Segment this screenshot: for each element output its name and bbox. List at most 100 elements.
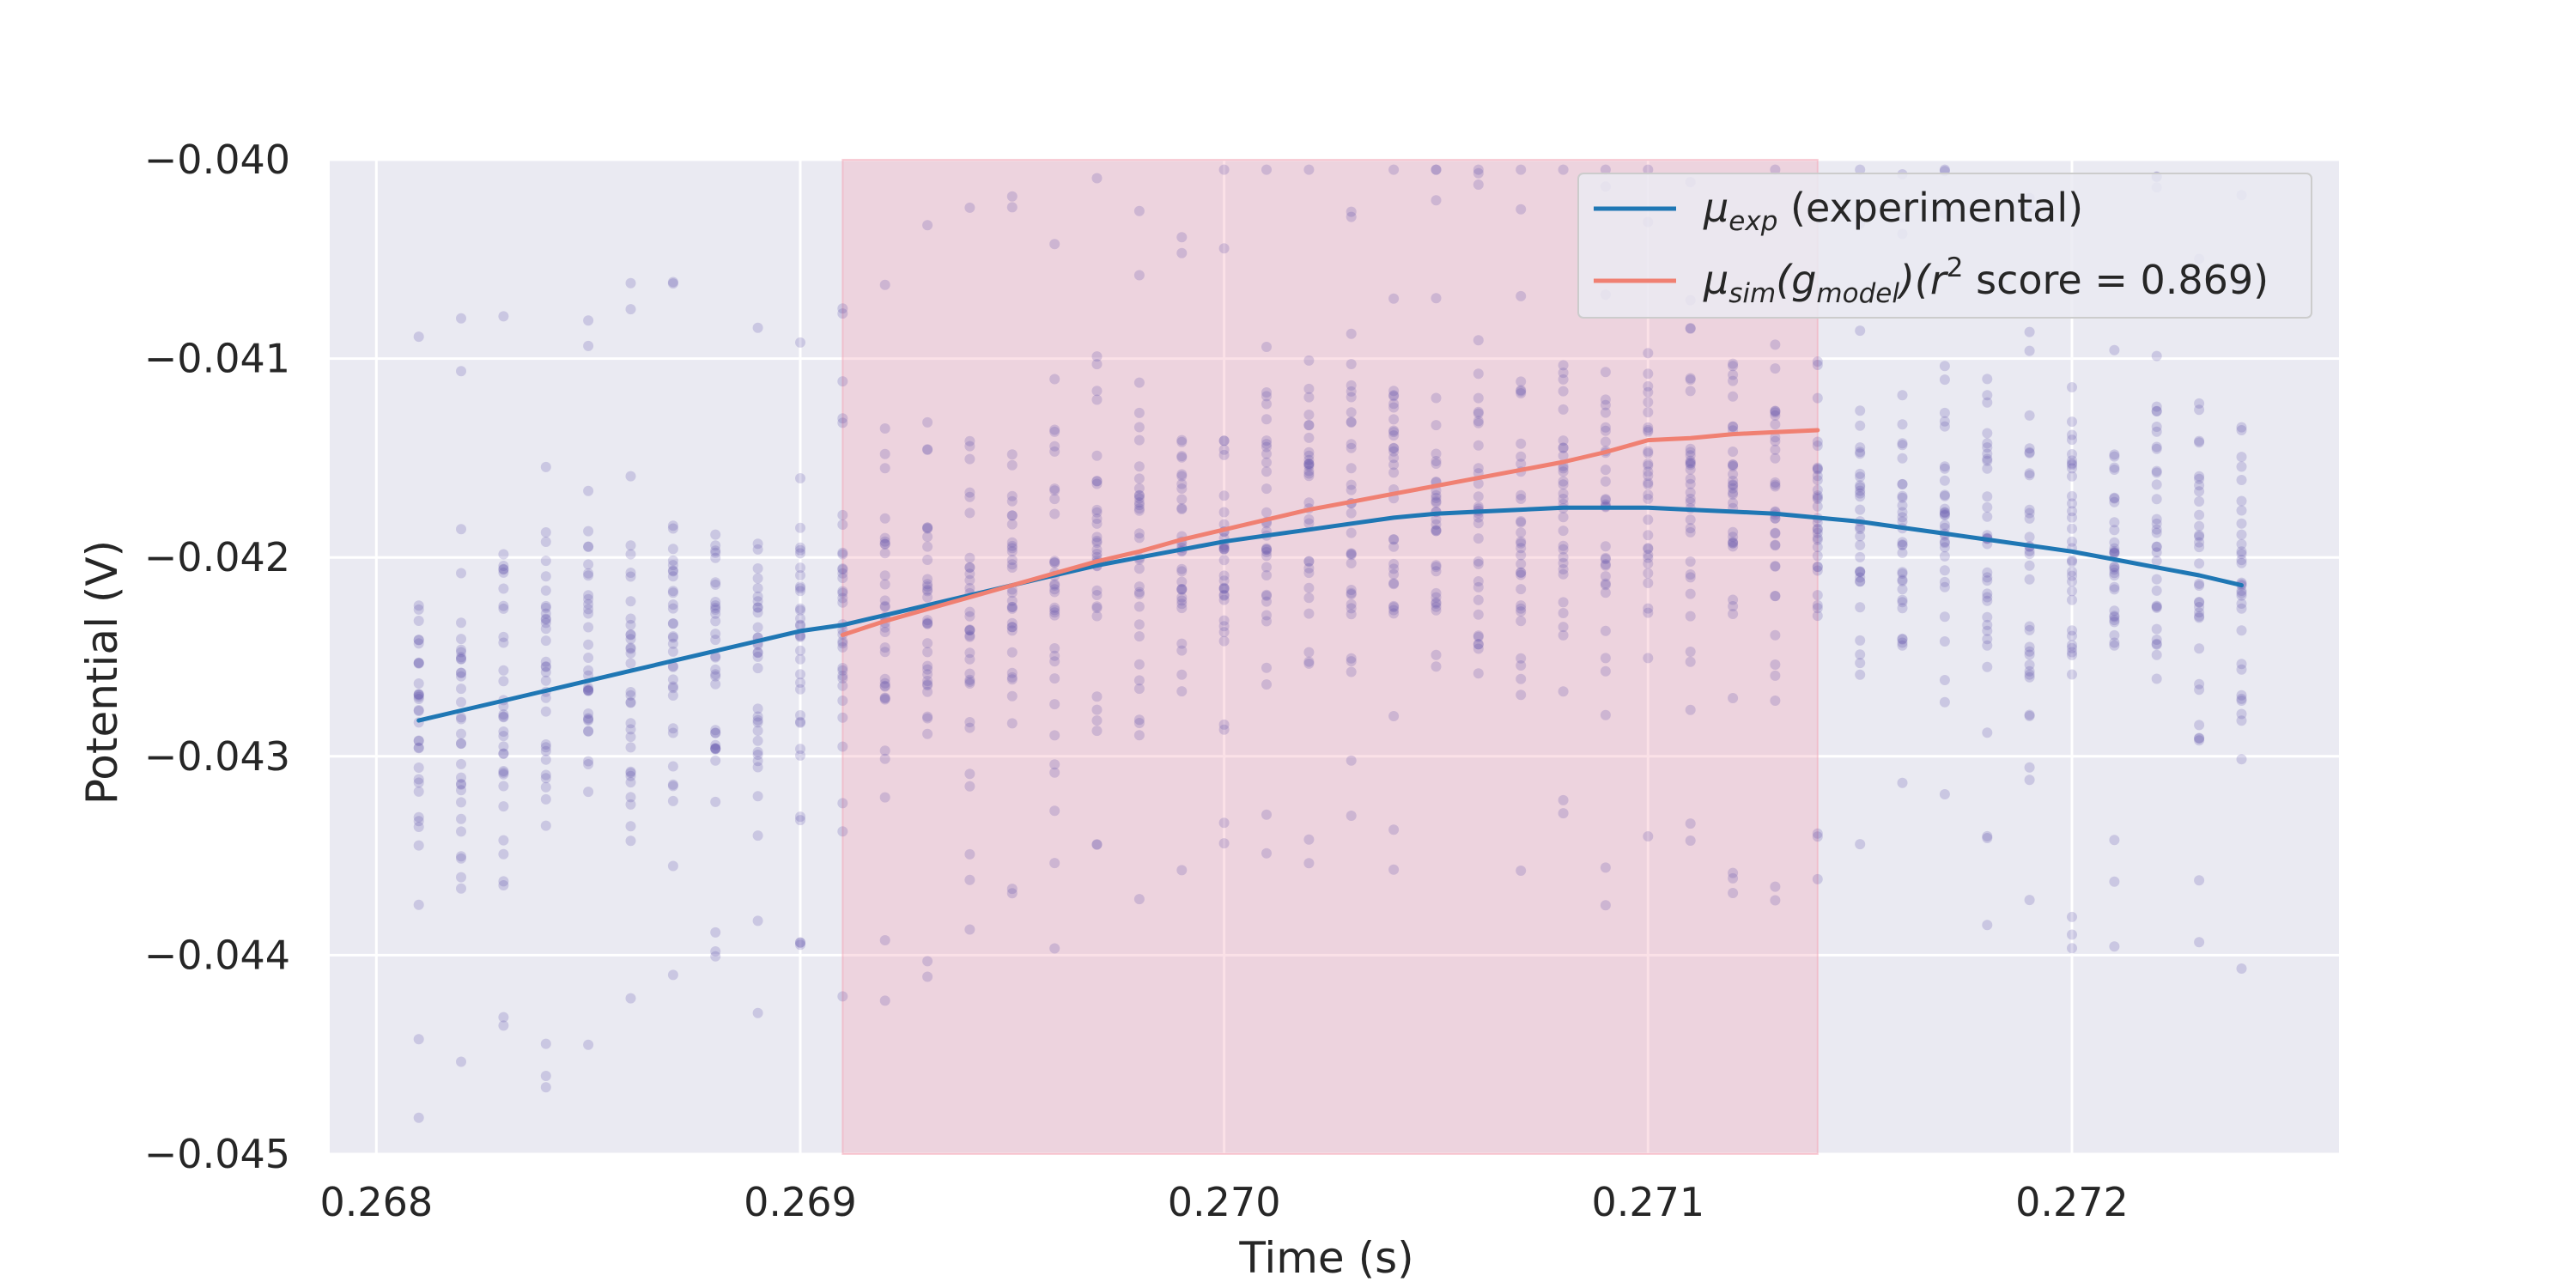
scatter-point: [1091, 359, 1103, 370]
scatter-point: [1812, 534, 1823, 545]
scatter-point: [1982, 661, 1993, 672]
scatter-point: [1473, 440, 1484, 451]
scatter-point: [1685, 386, 1696, 397]
scatter-point: [795, 473, 805, 483]
scatter-point: [667, 781, 678, 792]
scatter-point: [964, 924, 975, 935]
scatter-point: [964, 568, 975, 580]
scatter-point: [1516, 164, 1527, 175]
scatter-point: [1431, 420, 1442, 431]
scatter-point: [1558, 686, 1569, 697]
scatter-point: [1091, 544, 1103, 556]
scatter-point: [2236, 715, 2247, 726]
scatter-point: [1303, 447, 1315, 458]
scatter-point: [498, 603, 509, 614]
scatter-point: [2024, 646, 2035, 657]
scatter-point: [583, 604, 594, 615]
scatter-point: [837, 563, 848, 574]
scatter-point: [1685, 373, 1696, 384]
scatter-point: [1685, 611, 1696, 622]
scatter-point: [1770, 477, 1781, 488]
scatter-point: [1049, 580, 1060, 591]
scatter-point: [2109, 548, 2120, 559]
scatter-point: [752, 1007, 763, 1018]
scatter-point: [837, 798, 848, 809]
scatter-point: [837, 673, 848, 683]
scatter-point: [1346, 587, 1357, 598]
scatter-point: [456, 653, 466, 665]
scatter-point: [1770, 432, 1781, 443]
scatter-point: [2024, 410, 2035, 421]
scatter-point: [1388, 568, 1400, 580]
scatter-point: [1006, 459, 1018, 471]
scatter-point: [456, 738, 466, 749]
scatter-point: [1303, 420, 1315, 430]
scatter-point: [1176, 595, 1188, 606]
scatter-point: [583, 759, 594, 769]
scatter-point: [456, 714, 466, 725]
scatter-point: [1261, 391, 1272, 402]
scatter-point: [625, 634, 636, 645]
scatter-point: [667, 631, 678, 642]
scatter-point: [1558, 540, 1569, 551]
scatter-point: [540, 656, 551, 667]
scatter-point: [1558, 512, 1569, 523]
scatter-point: [1643, 459, 1654, 469]
scatter-point: [1176, 566, 1188, 577]
scatter-point: [922, 532, 933, 543]
scatter-point: [1558, 164, 1569, 175]
scatter-point: [413, 811, 424, 823]
scatter-point: [879, 532, 890, 544]
scatter-point: [1346, 585, 1357, 595]
scatter-point: [1346, 417, 1357, 428]
scatter-point: [413, 1112, 424, 1123]
scatter-point: [1473, 594, 1484, 605]
scatter-point: [1643, 603, 1654, 614]
scatter-point: [922, 664, 933, 675]
scatter-point: [456, 758, 466, 769]
scatter-point: [1812, 492, 1823, 503]
scatter-point: [1812, 562, 1823, 573]
scatter-point: [1303, 420, 1315, 431]
scatter-point: [1855, 471, 1866, 483]
scatter-point: [1516, 616, 1527, 627]
scatter-point: [1473, 609, 1484, 620]
scatter-point: [1261, 342, 1272, 352]
scatter-point: [710, 579, 721, 590]
scatter-point: [540, 613, 551, 624]
scatter-point: [1049, 556, 1060, 567]
scatter-point: [2067, 512, 2077, 523]
scatter-point: [2194, 520, 2205, 532]
scatter-point: [540, 608, 551, 619]
scatter-point: [2024, 326, 2035, 337]
scatter-point: [2109, 561, 2120, 572]
scatter-point: [1176, 603, 1188, 614]
scatter-point: [710, 600, 721, 611]
scatter-point: [1643, 407, 1654, 418]
scatter-point: [1516, 600, 1527, 611]
scatter-point: [1516, 558, 1527, 569]
scatter-point: [1049, 650, 1060, 661]
scatter-point: [1346, 211, 1357, 222]
scatter-point: [1643, 552, 1654, 563]
scatter-point: [2236, 625, 2247, 636]
scatter-point: [1388, 579, 1400, 590]
scatter-point: [1346, 527, 1357, 538]
scatter-point: [1982, 374, 1993, 385]
scatter-point: [1388, 541, 1400, 552]
scatter-point: [625, 304, 636, 315]
scatter-point: [667, 969, 678, 981]
scatter-point: [1600, 552, 1611, 563]
scatter-point: [2236, 546, 2247, 557]
scatter-point: [456, 683, 466, 695]
scatter-point: [1006, 559, 1018, 570]
scatter-point: [1431, 526, 1442, 537]
scatter-point: [1303, 471, 1315, 482]
scatter-point: [1516, 567, 1527, 578]
scatter-point: [540, 742, 551, 753]
scatter-point: [2067, 536, 2077, 547]
scatter-point: [625, 768, 636, 779]
scatter-point: [1431, 560, 1442, 571]
scatter-point: [1643, 489, 1654, 501]
scatter-point: [1516, 550, 1527, 561]
